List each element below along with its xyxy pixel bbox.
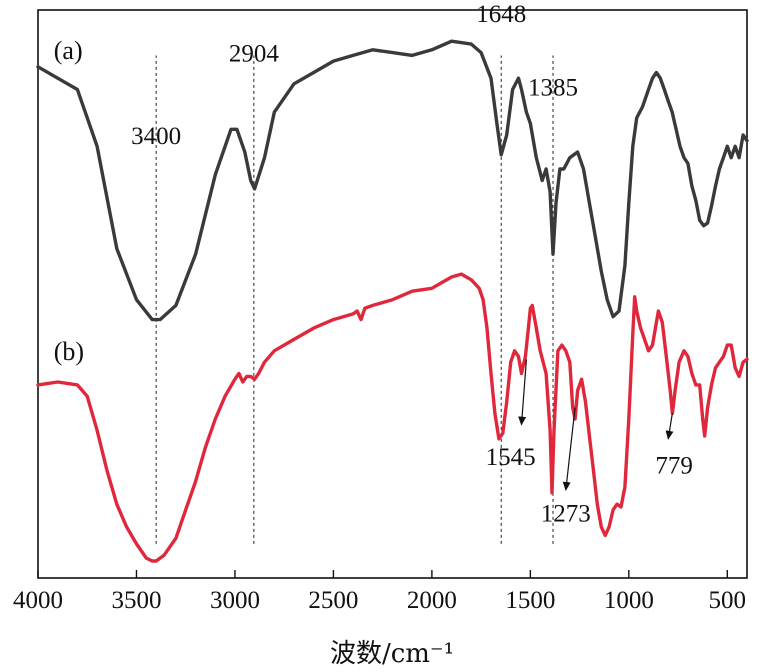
- peak-label-1545: 1545: [486, 444, 536, 471]
- peak-annotations: 3400 2904 1648 1385 1545 1273 779: [131, 1, 693, 528]
- annotation-arrow-779: [665, 413, 674, 440]
- annotation-arrow-1545: [518, 359, 528, 426]
- x-axis-ticks: 4000 3500 3000 2500 2000 1500 1000 500: [13, 570, 746, 614]
- x-tick-label-2000: 2000: [407, 587, 457, 614]
- series-tag-a: (a): [54, 36, 83, 65]
- series-tag-b: (b): [54, 337, 84, 366]
- x-tick-label-500: 500: [709, 587, 747, 614]
- series-tags: (a) (b): [54, 36, 84, 366]
- x-tick-label-3500: 3500: [111, 587, 161, 614]
- x-tick-label-1500: 1500: [505, 587, 555, 614]
- series-layer: [36, 39, 749, 563]
- x-tick-label-1000: 1000: [604, 587, 654, 614]
- peak-label-2904: 2904: [229, 41, 280, 68]
- plot-frame: [37, 9, 748, 579]
- series-line-b: [36, 272, 749, 563]
- x-tick-label-2500: 2500: [308, 587, 358, 614]
- x-tick-label-3000: 3000: [210, 587, 260, 614]
- x-axis-label: 波数/cm⁻¹: [330, 639, 454, 669]
- x-tick-label-4000: 4000: [13, 587, 63, 614]
- peak-label-1273: 1273: [541, 501, 591, 528]
- series-line-a: [36, 39, 749, 322]
- annotation-arrow-1273: [562, 407, 576, 491]
- peak-label-1648: 1648: [476, 1, 526, 28]
- peak-label-779: 779: [655, 452, 693, 479]
- peak-label-1385: 1385: [528, 75, 578, 102]
- peak-label-3400: 3400: [131, 123, 181, 150]
